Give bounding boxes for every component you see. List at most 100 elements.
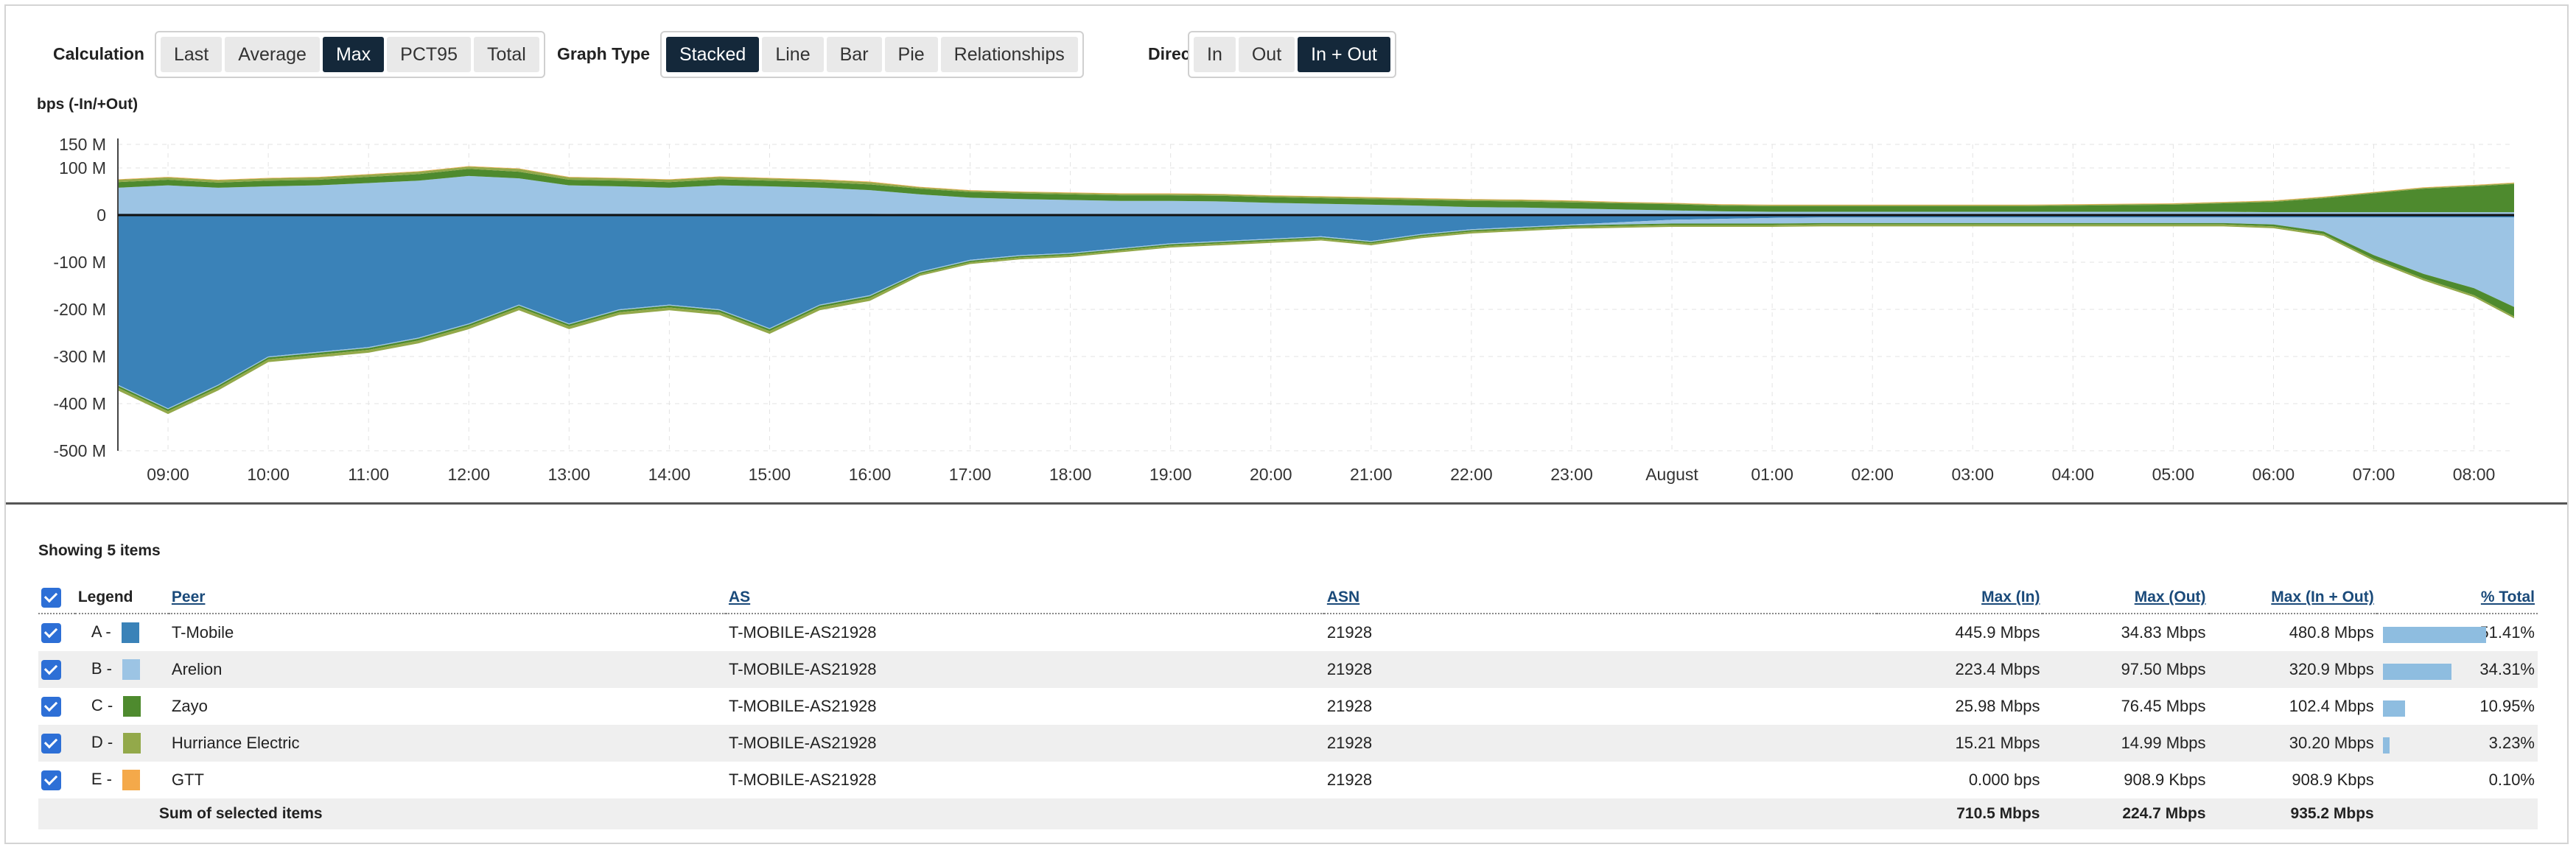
direction-in-button[interactable]: In [1194,37,1236,72]
pct-total-cell: 10.95% [2377,688,2538,725]
x-tick-label: 12:00 [447,465,490,484]
sum-max-inout: 935.2 Mbps [2208,798,2377,829]
stacked-area-chart: 150 M 100 M 0 -100 M -200 M -300 M -400 M -500 … [53,135,2514,484]
legend-table: Legend Peer AS ASN Max (In) Max (Out) Ma… [38,582,2538,829]
header-pct-total[interactable]: % Total [2376,582,2538,614]
header-asn[interactable]: ASN [1323,582,1877,614]
pct-bar [2382,664,2451,681]
direction-out-button[interactable]: Out [1238,37,1295,72]
header-max-inout[interactable]: Max (In + Out) [2208,582,2377,614]
as-cell: T-MOBILE-AS21928 [728,770,877,789]
y-tick-label: -400 M [53,394,106,413]
legend-cell: D - [75,725,169,762]
header-max-out[interactable]: Max (Out) [2043,582,2209,614]
legend-letter: A - [91,622,111,641]
legend-cell: B - [75,651,169,688]
x-tick-label: 10:00 [247,465,290,484]
sum-label: Sum of selected items [74,798,1324,829]
legend-swatch [123,696,141,717]
calc-average-button[interactable]: Average [225,37,320,72]
area-in-a [118,215,2514,409]
x-tick-label: 14:00 [648,465,691,484]
x-tick-label: 17:00 [949,465,992,484]
x-tick-label: 01:00 [1751,465,1793,484]
select-all-checkbox[interactable] [38,582,75,614]
x-tick-label: 23:00 [1550,465,1593,484]
y-tick-label: -200 M [53,300,106,319]
as-cell: T-MOBILE-AS21928 [728,660,877,678]
asn-cell: 21928 [1326,770,1373,789]
legend-swatch [122,770,140,791]
header-as[interactable]: AS [725,582,1324,614]
area-out-c [118,169,2514,213]
x-tick-label: 21:00 [1350,465,1393,484]
peer-cell: Hurriance Electric [171,734,300,752]
asn-cell: 21928 [1326,623,1373,642]
graph-stacked-button[interactable]: Stacked [666,37,760,72]
peer-cell: T-Mobile [171,623,234,642]
pct-text: 10.95% [2479,697,2535,715]
x-tick-label: 09:00 [147,465,189,484]
legend-letter: C - [91,695,113,714]
calc-pct95-button[interactable]: PCT95 [387,37,471,72]
row-checkbox[interactable] [38,614,75,651]
x-tick-label: 22:00 [1450,465,1493,484]
max-out-cell: 76.45 Mbps [2121,697,2206,715]
legend-swatch [123,733,141,754]
x-tick-label: 08:00 [2453,465,2496,484]
asn-cell: 21928 [1326,660,1373,678]
graph-line-button[interactable]: Line [762,37,824,72]
report-panel: Calculation Last Average Max PCT95 Total Gra… [4,4,2569,844]
row-checkbox[interactable] [38,762,75,798]
legend-swatch [121,622,139,644]
header-legend: Legend [74,582,169,614]
y-tick-label: 150 M [59,135,106,154]
table-row: D - Hurriance Electric T-MOBILE-AS21928 219… [38,725,2538,762]
row-checkbox[interactable] [38,688,75,725]
row-checkbox[interactable] [38,725,75,762]
table-row: C - Zayo T-MOBILE-AS21928 21928 25.98 Mbps 76… [38,688,2538,725]
graph-pie-button[interactable]: Pie [884,37,938,72]
toolbar: Calculation Last Average Max PCT95 Total Gra… [6,31,2567,78]
x-tick-label: 02:00 [1851,465,1894,484]
direction-in-out-button[interactable]: In + Out [1298,37,1390,72]
calc-max-button[interactable]: Max [322,37,385,72]
sum-max-out: 224.7 Mbps [2043,798,2209,829]
header-peer[interactable]: Peer [168,582,726,614]
x-tick-label: 06:00 [2253,465,2295,484]
table-row: E - GTT T-MOBILE-AS21928 21928 0.000 bps 908.… [38,762,2538,798]
as-cell: T-MOBILE-AS21928 [728,697,877,715]
graph-type-label: Graph Type [557,44,651,63]
legend-cell: E - [75,762,169,798]
graph-type-group: Stacked Line Bar Pie Relationships [660,31,1084,78]
graph-bar-button[interactable]: Bar [826,37,882,72]
calculation-label: Calculation [53,44,144,63]
as-cell: T-MOBILE-AS21928 [728,734,877,752]
pct-bar [2382,700,2405,717]
pct-total-cell: 3.23% [2377,725,2538,762]
x-tick-label: 05:00 [2152,465,2195,484]
legend-letter: D - [91,732,113,751]
max-out-cell: 97.50 Mbps [2121,660,2206,678]
max-inout-cell: 320.9 Mbps [2289,660,2374,678]
max-in-cell: 25.98 Mbps [1955,697,2040,715]
max-out-cell: 908.9 Kbps [2124,770,2206,789]
x-tick-label: 13:00 [548,465,591,484]
legend-cell: A - [75,614,169,651]
header-max-in[interactable]: Max (In) [1877,582,2043,614]
calc-total-button[interactable]: Total [473,37,539,72]
x-tick-label: 16:00 [849,465,892,484]
as-cell: T-MOBILE-AS21928 [728,623,877,642]
table-row: A - T-Mobile T-MOBILE-AS21928 21928 445.9 Mb… [38,614,2538,651]
graph-relationships-button[interactable]: Relationships [940,37,1078,72]
pct-total-cell: 34.31% [2377,651,2538,688]
max-inout-cell: 102.4 Mbps [2289,697,2374,715]
calc-last-button[interactable]: Last [161,37,223,72]
x-tick-label: August [1645,465,1698,484]
y-tick-label: 0 [97,206,106,225]
chart-area: bps (-In/+Out) 150 M 100 M 0 -100 M -200 M -3… [6,87,2570,499]
row-checkbox[interactable] [38,651,75,688]
pct-total-cell: 0.10% [2377,762,2538,798]
y-axis-label: bps (-In/+Out) [37,96,139,113]
pct-bar [2382,627,2486,644]
